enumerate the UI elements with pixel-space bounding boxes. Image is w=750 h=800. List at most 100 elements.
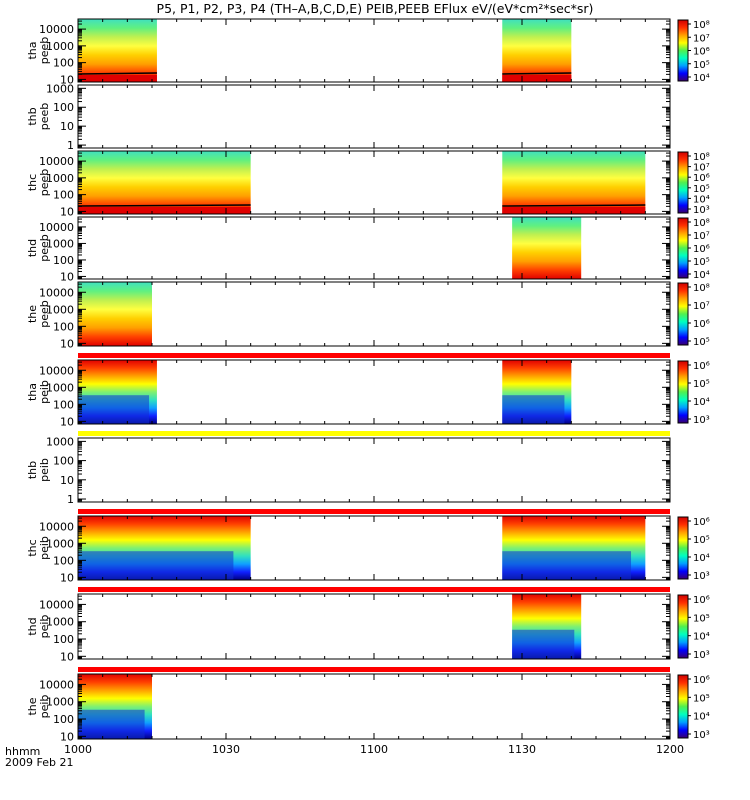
y-tick-label: 100 xyxy=(53,455,74,468)
colorbar-label: 10⁷ xyxy=(693,231,710,242)
colorbar-label: 10⁵ xyxy=(693,535,710,546)
y-axis-label-probe: thc xyxy=(26,174,39,191)
y-tick-label: 10 xyxy=(60,205,74,218)
y-tick-label: 10000 xyxy=(39,520,74,533)
y-tick-label: 1000 xyxy=(46,435,74,448)
y-tick-label: 10 xyxy=(60,730,74,743)
y-axis-label-probe: thb xyxy=(26,461,39,479)
x-axis: hhmm 2009 Feb 21 1000 1030 1100 1130 1200 xyxy=(5,743,684,769)
y-tick-label: 10 xyxy=(60,73,74,86)
colorbar-label: 10⁸ xyxy=(693,283,710,294)
y-tick-label: 1000 xyxy=(46,237,74,250)
y-axis-label-probe: tha xyxy=(26,41,39,59)
colorbar-label: 10⁷ xyxy=(693,301,710,312)
chart-title: P5, P1, P2, P3, P4 (TH–A,B,C,D,E) PEIB,P… xyxy=(157,1,594,16)
y-tick-label: 1 xyxy=(67,493,74,506)
low-energy-band xyxy=(502,207,646,214)
y-axis-label-probe: the xyxy=(26,697,39,715)
colorbar-label: 10⁶ xyxy=(693,173,710,184)
y-tick-label: 10 xyxy=(60,474,74,487)
low-energy-band xyxy=(78,75,157,82)
x-axis-label-date: 2009 Feb 21 xyxy=(5,756,73,769)
colorbar-label: 10⁴ xyxy=(693,73,710,84)
colorbar xyxy=(677,674,689,739)
colorbar-label: 10⁴ xyxy=(693,194,710,205)
colorbar-label: 10⁴ xyxy=(693,397,710,408)
y-axis-label-product: peeb xyxy=(38,103,51,131)
colorbar-label: 10⁴ xyxy=(693,270,710,281)
status-bar-yellow xyxy=(78,431,670,436)
x-tick-label: 1000 xyxy=(64,743,92,756)
y-tick-label: 10000 xyxy=(39,155,74,168)
y-tick-label: 1000 xyxy=(46,172,74,185)
colorbar-label: 10⁵ xyxy=(693,379,710,390)
y-axis-label-product: peeb xyxy=(38,300,51,328)
y-axis-label-product: peeb xyxy=(38,37,51,65)
panel-frame xyxy=(77,437,671,503)
colorbar xyxy=(677,217,689,279)
y-tick-label: 1000 xyxy=(46,696,74,709)
y-tick-label: 10 xyxy=(60,650,74,663)
colorbar xyxy=(677,594,689,659)
y-axis-label-product: peeb xyxy=(38,169,51,197)
colorbar-label: 10⁶ xyxy=(693,517,710,528)
spacecraft-potential-line xyxy=(77,204,251,207)
colorbar-label: 10⁵ xyxy=(693,337,710,348)
panel-frame xyxy=(77,281,671,347)
y-axis-label-probe: thc xyxy=(26,539,39,556)
colorbar xyxy=(677,360,689,424)
y-tick-label: 100 xyxy=(53,320,74,333)
colorbar-label: 10⁵ xyxy=(693,184,710,195)
spectrogram-block-1 xyxy=(78,19,157,82)
colorbar xyxy=(677,282,689,346)
spectrogram-block-1 xyxy=(78,282,152,346)
spacecraft-potential-line xyxy=(77,72,157,75)
panel-frame xyxy=(77,18,671,83)
y-tick-label: 100 xyxy=(53,713,74,726)
y-tick-label: 10000 xyxy=(39,23,74,36)
x-tick-label: 1130 xyxy=(508,743,536,756)
colorbar-label: 10⁸ xyxy=(693,20,710,31)
colorbar-label: 10⁶ xyxy=(693,47,710,58)
colorbar-label: 10³ xyxy=(693,571,710,582)
colorbar-label: 10³ xyxy=(693,205,710,216)
x-tick-label: 1200 xyxy=(656,743,684,756)
y-axis-label-probe: thd xyxy=(26,239,39,257)
y-tick-label: 10000 xyxy=(39,364,74,377)
y-axis-label-product: peib xyxy=(38,695,51,719)
y-tick-label: 1000 xyxy=(46,40,74,53)
y-tick-label: 10000 xyxy=(39,286,74,299)
low-flux-region xyxy=(512,629,575,659)
spacecraft-potential-line xyxy=(502,72,572,75)
colorbar-label: 10⁷ xyxy=(693,33,710,44)
spectrogram-block-1 xyxy=(78,151,251,214)
low-flux-region xyxy=(502,395,565,424)
low-flux-region xyxy=(502,551,632,580)
colorbar-label: 10⁴ xyxy=(693,712,710,723)
spectrogram-block-1 xyxy=(512,217,582,279)
colorbar-label: 10⁷ xyxy=(693,163,710,174)
y-tick-label: 1000 xyxy=(46,82,74,95)
colorbar-label: 10⁸ xyxy=(693,218,710,229)
spectrogram-block-2 xyxy=(502,151,646,214)
y-tick-label: 10 xyxy=(60,415,74,428)
colorbar-label: 10⁶ xyxy=(693,675,710,686)
status-bar-red xyxy=(78,587,670,592)
y-tick-label: 1000 xyxy=(46,303,74,316)
y-tick-label: 10000 xyxy=(39,221,74,234)
colorbar-label: 10⁶ xyxy=(693,319,710,330)
colorbar-label: 10⁶ xyxy=(693,595,710,606)
y-tick-label: 1000 xyxy=(46,616,74,629)
status-bar-red xyxy=(78,509,670,514)
colorbar xyxy=(677,516,689,580)
y-tick-label: 100 xyxy=(53,57,74,70)
y-axis-label-product: peib xyxy=(38,615,51,639)
colorbar xyxy=(677,151,689,214)
y-axis-label-product: peeb xyxy=(38,234,51,262)
panel-frame xyxy=(77,359,671,425)
